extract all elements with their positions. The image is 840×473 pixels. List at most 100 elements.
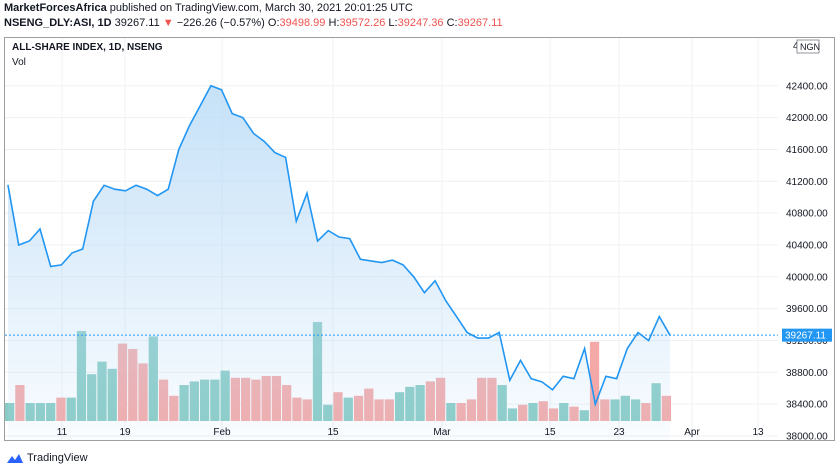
x-tick-label: Mar [433,427,451,438]
price-point [658,316,660,318]
x-tick-label: 11 [57,427,68,438]
price-point [573,378,575,380]
price-point [60,264,62,266]
price-point [626,347,628,350]
close-value: 39267.11 [457,17,503,29]
y-tick-label: 38000.00 [786,432,828,443]
price-point [156,195,159,197]
price-point [242,117,244,119]
price-point [167,188,169,190]
low-value: 39247.36 [397,17,444,29]
published-text: published on TradingView.com, March 30, … [109,2,413,14]
x-tick-label: 23 [613,427,625,438]
price-point [263,140,265,143]
tradingview-icon [7,454,23,463]
price-point [252,132,255,135]
y-tick-label: 41200.00 [786,177,828,188]
y-tick-label: 40400.00 [786,240,828,251]
x-axis-labels: 11 19 Feb 15 Mar 15 23 Apr 13 [57,427,764,438]
tradingview-logo[interactable]: TradingView [6,452,88,464]
publish-line: MarketForcesAfrica published on TradingV… [4,2,413,14]
price-point [519,359,522,361]
price-point [103,184,105,186]
price-point [338,236,340,238]
price-point [434,280,436,282]
symbol-label: NSENG_DLY:ASI, 1D [4,17,112,29]
high-label: H: [328,17,340,29]
y-tick-label: 41600.00 [786,145,828,156]
price-point [349,238,351,240]
price-point [530,378,532,380]
price-point [445,300,447,302]
y-tick-label: 42400.00 [786,81,828,92]
x-tick-label: 15 [544,427,556,438]
ohlc-line: NSENG_DLY:ASI, 1D 39267.11 ▼ −226.26 (−0… [4,17,503,29]
price-point [466,331,468,334]
publisher-name: MarketForcesAfrica [4,2,107,14]
price-point [669,334,671,336]
open-value: 39498.99 [279,17,326,29]
volume-label: Vol [12,57,26,68]
x-tick-label: Feb [213,427,231,438]
price-point [220,89,223,91]
open-label: O: [267,17,280,29]
price-point [178,148,180,151]
y-axis-labels: 38000.0038400.0038800.0039200.0039600.00… [786,81,828,442]
price-point [594,403,596,405]
high-value: 39572.26 [339,17,386,29]
price-point [39,228,41,230]
price-point [381,261,383,264]
price-points [7,85,671,405]
price-point [317,240,319,242]
y-tick-label: 38800.00 [786,368,828,379]
price-point [498,331,500,334]
chart-frame [4,37,835,441]
price-point [327,230,329,232]
price-point [583,347,586,350]
price-point [391,259,393,261]
price-point [210,85,212,87]
volume-bar [589,341,600,421]
y-tick-label: 40800.00 [786,209,828,220]
price-point [135,184,137,186]
price-point [455,316,458,318]
currency-badge: NGN [796,39,820,54]
price-point [295,220,297,222]
y-tick-label: 38400.00 [786,400,828,411]
price-point [605,375,607,377]
price-point [551,389,554,391]
y-tick-label: 40000.00 [786,272,828,283]
price-point [199,105,201,107]
price-point [509,379,511,381]
price-point [637,331,639,334]
last-price: 39267.11 [114,17,160,29]
price-point [423,292,426,294]
price-point [92,200,95,202]
price-point [413,276,415,278]
price-point [402,264,404,266]
tradingview-brand: TradingView [27,452,88,464]
price-point [231,113,233,115]
price-point [18,244,20,246]
price-point [28,240,30,242]
price-point [616,378,618,380]
price-point [188,124,191,127]
price-point [124,190,127,192]
close-label: C: [446,17,458,29]
low-label: L: [388,17,398,29]
price-point [477,337,479,339]
price-point [82,248,84,250]
price-point [146,188,148,190]
price-point [541,381,543,383]
price-point [71,252,73,254]
change-value: −226.26 (−0.57%) [176,17,265,29]
price-point [562,375,564,377]
chart-title: ALL-SHARE INDEX, 1D, NSENG [12,42,163,53]
price-point [359,258,361,260]
price-point [274,152,276,154]
x-tick-label: Apr [684,427,700,438]
price-point [370,260,372,262]
price-point [487,337,490,339]
price-point [648,339,650,342]
